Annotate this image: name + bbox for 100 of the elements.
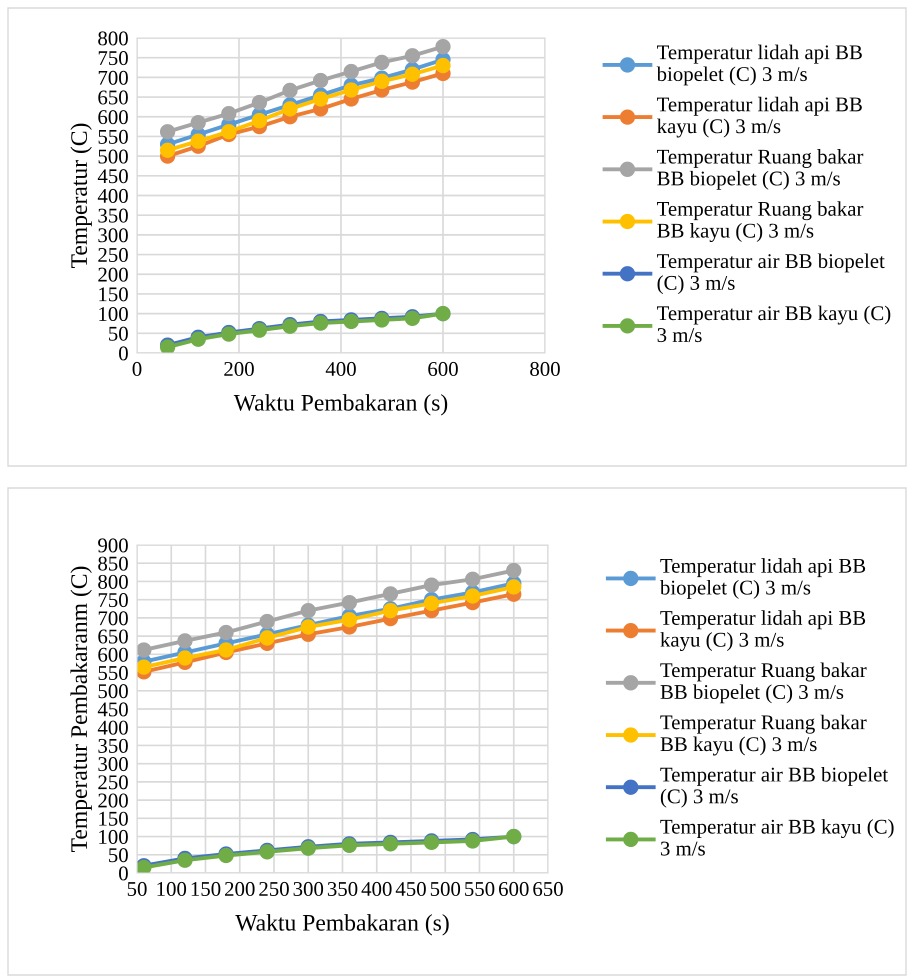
legend-label: Temperatur lidah api BB biopelet (C) 3 m/s [656,44,862,86]
x-tick-label: 450 [396,882,426,896]
legend-label: Temperatur air BB kayu (C) 3 m/s [660,819,894,856]
point [312,91,328,107]
point [260,630,275,646]
point [218,624,234,640]
y-tick-label: 150 [99,812,128,826]
y-tick-label: 700 [98,611,128,626]
y-tick-label: 200 [98,268,128,282]
y-tick-label: 900 [98,538,128,552]
point [465,588,480,604]
point [260,614,275,630]
x-tick-label: 600 [428,362,458,376]
y-tick-label: 150 [99,287,128,302]
point [374,74,390,89]
y-tick-label: 0 [119,346,128,360]
x-tick-label: 200 [225,882,255,896]
x-tick-label: 650 [533,882,563,896]
y-tick-label: 250 [98,248,128,262]
y-tick-label: 250 [98,775,128,790]
y-axis-title: Temperatur Pembakaranm (C) [70,566,92,852]
y-tick-label: 300 [98,757,128,772]
point [177,633,193,648]
y-tick-label: 200 [98,793,128,808]
point [404,66,420,82]
y-tick-label: 50 [109,848,128,862]
y-tick-label: 450 [98,702,128,716]
y-tick-label: 750 [98,593,128,608]
point [312,72,328,88]
y-tick-label: 500 [98,150,128,164]
legend-label: Temperatur air BB biopelet (C) 3 m/s [657,253,885,294]
x-tick-label: 350 [328,882,358,896]
y-tick-label: 0 [119,866,128,880]
point [190,134,206,149]
legend-label: Temperatur Ruang bakar BB biopelet (C) 3 m/s [657,149,864,190]
point [177,650,193,666]
y-tick-label: 600 [98,110,128,124]
y-tick-label: 650 [98,629,128,644]
legend-label: Temperatur Ruang bakar BB kayu (C) 3 m/s [660,714,867,756]
point [221,124,236,140]
point [424,596,440,611]
y-tick-label: 400 [98,188,128,203]
y-tick-label: 350 [98,738,128,753]
y-tick-label: 100 [99,830,128,844]
y-tick-label: 700 [98,70,128,85]
point [252,94,268,110]
point [160,124,176,140]
legend-label: Temperatur Ruang bakar BB biopelet (C) 3 m/s [660,662,867,704]
point [344,82,359,98]
x-tick-label: 0 [132,362,142,376]
x-axis-title: Waktu Pembakaran (s) [235,914,449,936]
legend-label: Temperatur air BB kayu (C) 3 m/s [657,306,890,342]
y-tick-label: 100 [99,307,128,322]
point [344,64,359,80]
point [252,113,268,128]
point [160,142,176,158]
legend-label: Temperatur air BB biopelet (C) 3 m/s [660,766,888,808]
legend-label: Temperatur lidah api BB kayu (C) 3 m/s [660,610,866,652]
y-tick-label: 50 [109,326,128,341]
point [282,101,298,117]
point [506,562,522,578]
x-tick-label: 800 [530,362,560,376]
point [374,54,390,70]
y-tick-label: 300 [98,228,128,242]
y-tick-label: 600 [98,648,128,662]
point [506,579,522,595]
point [342,594,357,610]
x-tick-label: 550 [465,882,494,896]
point [221,106,236,122]
x-tick-label: 500 [430,882,460,896]
x-tick-label: 200 [224,362,254,376]
point [404,48,420,64]
point [137,659,152,675]
point [435,39,451,54]
y-tick-label: 350 [98,208,128,223]
legend-label: Temperatur lidah api BB biopelet (C) 3 m/s [660,558,866,599]
y-tick-label: 850 [98,556,128,571]
y-tick-label: 650 [98,90,128,104]
y-tick-label: 500 [98,684,128,698]
x-tick-label: 150 [192,882,220,896]
x-tick-label: 300 [294,882,324,896]
y-tick-label: 800 [98,574,128,589]
y-tick-label: 450 [98,169,128,184]
x-tick-label: 100 [157,882,186,896]
x-tick-label: 400 [362,882,392,896]
legend-label: Temperatur Ruang bakar BB kayu (C) 3 m/s [657,201,864,242]
y-axis-title: Temperatur (C) [70,124,92,268]
y-tick-label: 750 [98,51,128,66]
y-tick-label: 800 [98,31,128,46]
y-tick-label: 550 [98,666,128,680]
point [300,602,316,618]
x-tick-label: 600 [499,882,529,896]
y-tick-label: 400 [98,720,128,735]
legend-label: Temperatur lidah api BB kayu (C) 3 m/s [657,96,862,138]
point [465,572,480,587]
point [190,115,206,130]
x-tick-label: 400 [326,362,356,376]
point [137,642,152,658]
point [435,58,451,74]
point [282,82,298,98]
